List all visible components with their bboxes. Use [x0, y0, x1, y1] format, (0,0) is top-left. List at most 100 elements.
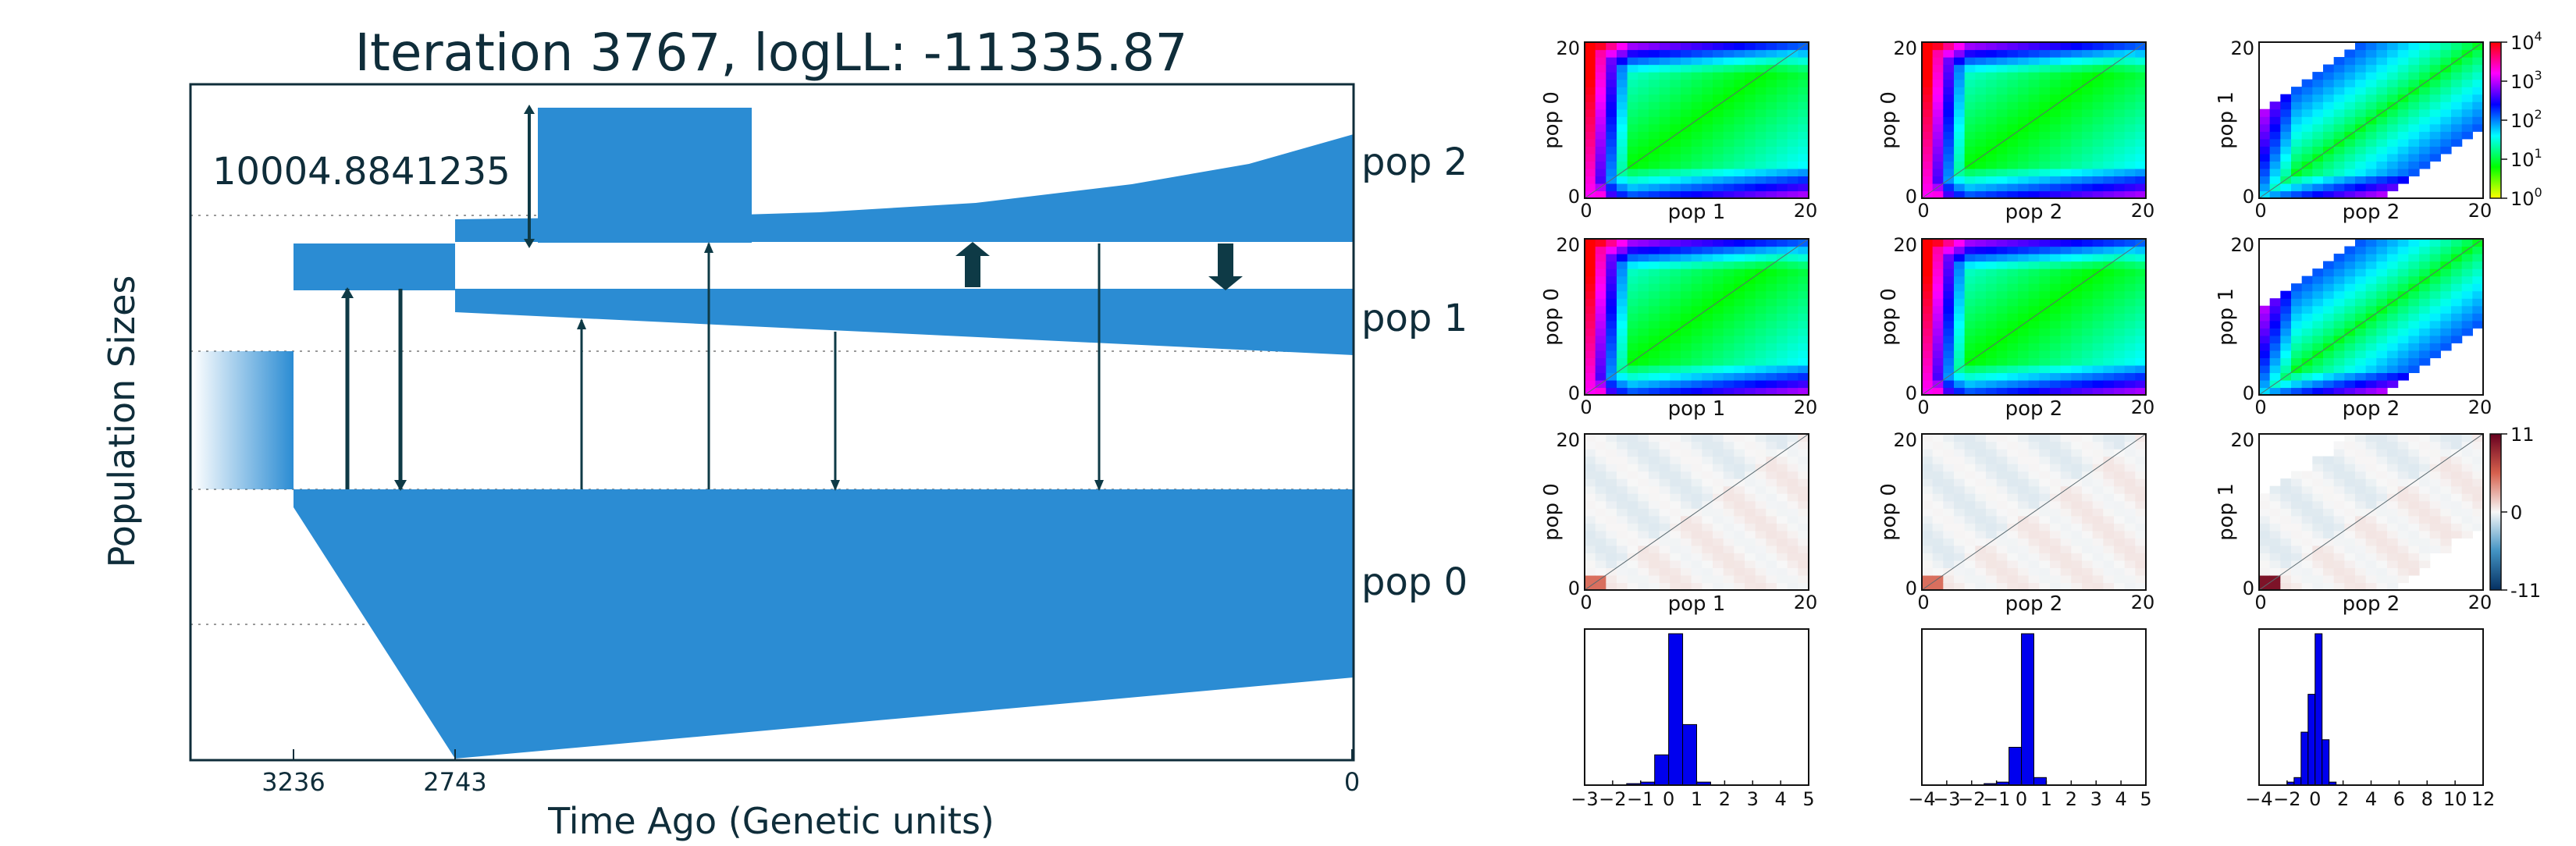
- heatmap-cell: [2365, 254, 2377, 262]
- heatmap-cell: [2344, 72, 2356, 80]
- heatmap-cell: [1691, 153, 1703, 162]
- heatmap-cell: [1798, 305, 1809, 314]
- heatmap-cell: [1691, 574, 1703, 584]
- heatmap-cell: [2135, 72, 2147, 80]
- heatmap-cell: [1723, 343, 1735, 351]
- heatmap-cell: [2344, 508, 2356, 517]
- heatmap-cell: [2135, 493, 2147, 502]
- heatmap-cell: [1713, 456, 1724, 464]
- heatmap-cell: [1745, 545, 1756, 553]
- heatmap-cell: [1659, 449, 1670, 457]
- heatmap-cell: [1627, 190, 1638, 199]
- heatmap-cell: [1649, 275, 1660, 284]
- heatmap-cell: [1745, 49, 1756, 58]
- diagonal-line: [2258, 41, 2484, 199]
- heatmap-cell: [2461, 57, 2473, 66]
- heatmap-cell: [1617, 94, 1628, 102]
- heatmap-cell: [1595, 493, 1606, 502]
- heatmap-cell: [1606, 283, 1617, 292]
- heatmap-cell: [1777, 72, 1788, 80]
- heatmap-cell: [1595, 434, 1606, 443]
- heatmap-cell: [1691, 49, 1703, 58]
- heatmap-cell: [2419, 64, 2431, 73]
- heatmap-cell: [1787, 320, 1799, 329]
- heatmap-cell: [2103, 146, 2115, 155]
- heatmap-cell: [2291, 290, 2303, 299]
- heatmap-cell: [2124, 305, 2136, 314]
- heatmap-cell: [2092, 87, 2104, 95]
- heatmap-cell: [1659, 94, 1670, 102]
- heatmap-cell: [1954, 261, 1966, 269]
- heatmap-cell: [1996, 290, 2008, 299]
- heatmap-cell: [2419, 456, 2431, 464]
- heatmap-cell: [2018, 485, 2030, 494]
- heatmap-cell: [2082, 72, 2094, 80]
- heatmap-cell: [2018, 574, 2030, 584]
- heatmap-xlabel: pop 2: [2005, 592, 2063, 616]
- heatmap-cell: [1964, 190, 1976, 199]
- heatmap-cell: [1638, 538, 1649, 546]
- heatmap-cell: [1627, 290, 1638, 299]
- heatmap-cell: [2028, 268, 2040, 277]
- heatmap-cell: [1595, 350, 1606, 358]
- heatmap-cell: [1638, 101, 1649, 110]
- heatmap-cell: [1766, 485, 1777, 494]
- heatmap-cell: [2301, 138, 2313, 147]
- heatmap-cell: [1745, 582, 1756, 591]
- heatmap-cell: [1986, 441, 1998, 450]
- heatmap-cell: [2039, 485, 2051, 494]
- heatmap-cell: [2365, 108, 2377, 117]
- heatmap-cell: [2114, 298, 2126, 307]
- heatmap-cell: [1606, 515, 1617, 524]
- heatmap-cell: [1638, 493, 1649, 502]
- heatmap-cell: [1691, 456, 1703, 464]
- heatmap-cell: [2355, 254, 2367, 262]
- heatmap-cell: [1975, 168, 1987, 177]
- heatmap-cell: [1777, 79, 1788, 87]
- heatmap-cell: [2259, 364, 2271, 374]
- heatmap-cell: [1787, 161, 1799, 169]
- heatmap-cell: [2365, 471, 2377, 479]
- heatmap-cell: [1681, 449, 1692, 457]
- heatmap-cell: [2376, 87, 2388, 95]
- heatmap-cell: [1585, 441, 1596, 450]
- heatmap-cell: [1638, 485, 1649, 494]
- heatmap-cell: [1627, 464, 1638, 472]
- heatmap-cell: [1975, 372, 1987, 381]
- heatmap-cell: [2269, 108, 2281, 117]
- heatmap-cell: [1638, 268, 1649, 277]
- heatmap-cell: [2461, 290, 2473, 299]
- heatmap-cell: [2387, 372, 2399, 381]
- heatmap-cell: [2135, 275, 2147, 284]
- heatmap-cell: [2018, 335, 2030, 343]
- heatmap-cell: [1996, 471, 2008, 479]
- heatmap-cell: [2259, 131, 2271, 140]
- heatmap-cell: [1606, 72, 1617, 80]
- heatmap-cell: [1638, 87, 1649, 95]
- heatmap-cell: [1681, 530, 1692, 539]
- scale-box: [538, 108, 752, 243]
- heatmap-cell: [1617, 313, 1628, 322]
- heatmap-cell: [2429, 320, 2441, 329]
- heatmap-cell: [1964, 87, 1976, 95]
- heatmap-cell: [1777, 290, 1788, 299]
- heatmap-cell: [2440, 320, 2452, 329]
- heatmap-cell: [2344, 153, 2356, 162]
- heatmap-cell: [1932, 57, 1944, 66]
- heatmap-cell: [1986, 190, 1998, 199]
- heatmap-cell: [1986, 64, 1998, 73]
- heatmap-cell: [2344, 320, 2356, 329]
- heatmap-cell: [1595, 320, 1606, 329]
- heatmap-cell: [2387, 176, 2399, 184]
- heatmap-cell: [1986, 364, 1998, 374]
- heatmap-cell: [1798, 87, 1809, 95]
- heatmap-cell: [2365, 94, 2377, 102]
- heatmap-cell: [1585, 116, 1596, 125]
- heatmap-cell: [2092, 530, 2104, 539]
- heatmap-cell: [2344, 357, 2356, 366]
- heatmap-cell: [2028, 239, 2040, 247]
- heatmap-cell: [1606, 94, 1617, 102]
- heatmap-cell: [1766, 183, 1777, 192]
- heatmap-cell: [1670, 364, 1681, 374]
- heatmap-cell: [2291, 283, 2303, 292]
